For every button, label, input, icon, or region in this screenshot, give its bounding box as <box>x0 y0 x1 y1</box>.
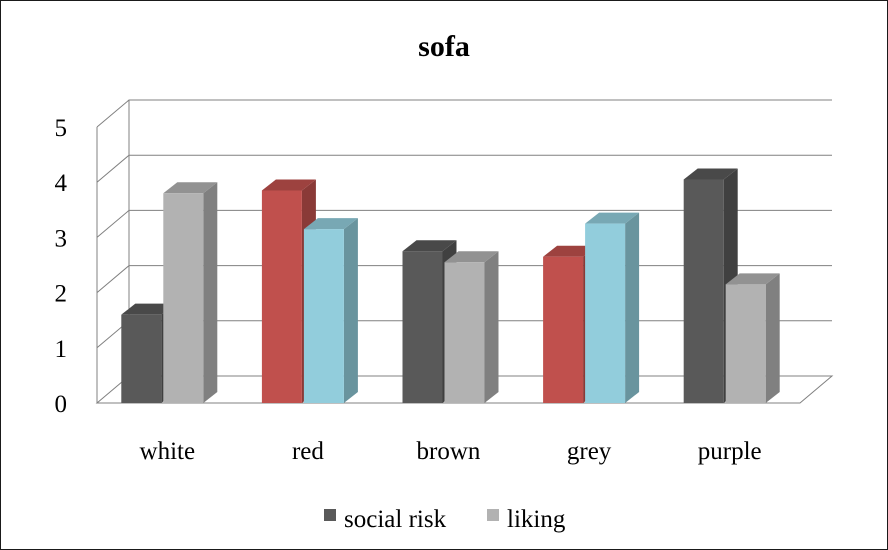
bar-red-liking <box>303 218 358 403</box>
bar-front <box>725 284 766 403</box>
legend-swatch-social-risk <box>324 509 336 521</box>
bar-front <box>303 229 344 403</box>
bar-top <box>303 218 358 230</box>
bar-grey-liking <box>585 212 640 403</box>
bar-top <box>543 245 598 257</box>
bar-front <box>585 223 626 403</box>
bar-front <box>683 179 724 403</box>
bar-top <box>121 303 176 315</box>
gridline <box>96 209 832 238</box>
x-category-grey: grey <box>567 438 612 465</box>
y-tick-label: 3 <box>55 225 68 252</box>
bar-front <box>261 190 302 403</box>
bar-brown-liking <box>444 251 499 403</box>
bar-front <box>543 256 584 403</box>
y-tick-label: 1 <box>55 336 68 363</box>
bar-side <box>765 273 780 403</box>
bar-top <box>683 168 738 180</box>
bar-top <box>163 182 218 194</box>
bar-top <box>585 212 640 224</box>
x-category-red: red <box>292 438 324 465</box>
y-tick-label: 5 <box>55 115 68 142</box>
legend-label-social-risk: social risk <box>344 506 447 533</box>
legend-swatch-liking <box>487 509 499 521</box>
legend-label-liking: liking <box>507 506 566 533</box>
chart-title: sofa <box>418 30 470 63</box>
legend: social risk liking <box>324 506 566 533</box>
bar-purple-liking <box>725 273 780 403</box>
bar-side <box>625 212 640 403</box>
x-category-white: white <box>140 438 196 465</box>
bar-side <box>343 218 358 403</box>
x-category-brown: brown <box>417 438 481 465</box>
bar-side <box>484 251 499 403</box>
bar-top <box>725 273 780 285</box>
gridline <box>96 99 832 128</box>
bar-front <box>402 251 443 403</box>
y-tick-label: 0 <box>55 391 68 418</box>
bar-front <box>163 193 204 403</box>
bar-top <box>402 240 457 252</box>
bar-top <box>261 179 316 191</box>
bar-white-liking <box>163 182 218 403</box>
y-tick-label: 2 <box>55 281 68 308</box>
bars <box>121 168 780 403</box>
x-axis-categories: white red brown grey purple <box>140 438 762 465</box>
x-category-purple: purple <box>698 438 762 465</box>
bar-side <box>203 182 218 403</box>
y-tick-label: 4 <box>55 170 68 197</box>
bar-top <box>444 251 499 263</box>
bar-front <box>444 262 485 403</box>
bar-front <box>121 314 162 403</box>
gridline <box>96 154 832 183</box>
y-axis-ticks: 0 1 2 3 4 5 <box>55 115 68 418</box>
